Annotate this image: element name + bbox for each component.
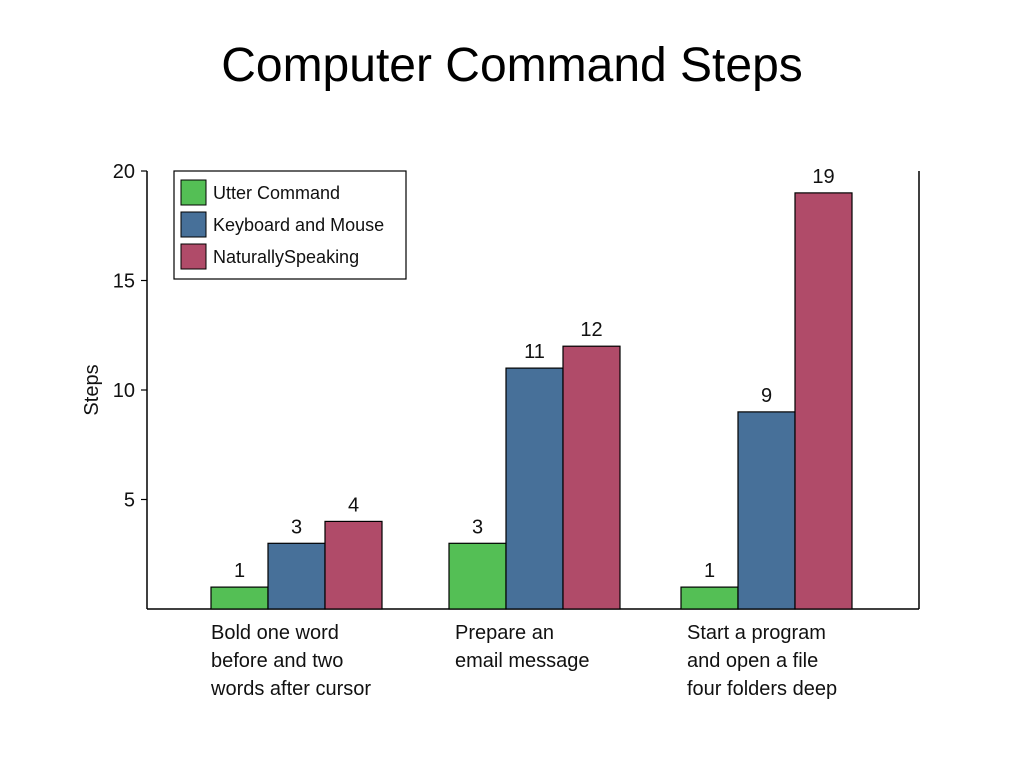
legend-label: Keyboard and Mouse [213,215,384,235]
data-label: 4 [348,494,359,516]
slide-title: Computer Command Steps [221,39,803,92]
bar-utter-command-0 [210,586,269,610]
bar-utter-command-2 [680,586,739,610]
data-label: 11 [524,341,545,363]
data-label: 1 [704,560,715,582]
y-axis-label: Steps [81,364,103,415]
category-label-line: Start a program [687,622,826,644]
category-label-line: and open a file [687,650,819,672]
legend-swatch [180,179,207,206]
data-label: 1 [234,560,245,582]
category-label-line: Prepare an [455,622,554,644]
y-tick-label-10: 10 [113,380,135,402]
category-label-line: words after cursor [211,678,372,700]
category-label-line: four folders deep [687,678,838,700]
category-label: Prepare an email message [455,619,590,675]
category-label: Start a program and open a file four folde… [687,619,837,703]
category-label: Bold one word before and two words after c… [211,619,371,703]
legend-label: NaturallySpeaking [213,247,359,267]
data-label: 3 [291,516,302,538]
data-label: 3 [472,516,483,538]
bar-keyboard-and-mouse-2 [737,411,796,610]
data-label: 12 [580,319,602,341]
category-label-line: email message [455,650,590,672]
legend-swatch [180,211,207,238]
bar-naturallyspeaking-0 [324,520,383,610]
bar-utter-command-1 [448,542,507,610]
category-label-line: Bold one word [211,622,339,644]
bar-naturallyspeaking-2 [794,192,853,610]
bar-keyboard-and-mouse-0 [267,542,326,610]
bar-naturallyspeaking-1 [562,345,621,610]
bar-keyboard-and-mouse-1 [505,367,564,610]
legend-label: Utter Command [213,183,340,203]
y-tick-label-15: 15 [113,271,135,293]
data-label: 9 [761,385,772,407]
legend-box [173,170,407,280]
category-label-line: before and two [211,650,344,672]
data-label: 19 [812,166,834,188]
legend-swatch [180,243,207,270]
y-tick-label-5: 5 [124,490,135,512]
y-tick-label-20: 20 [113,161,135,183]
